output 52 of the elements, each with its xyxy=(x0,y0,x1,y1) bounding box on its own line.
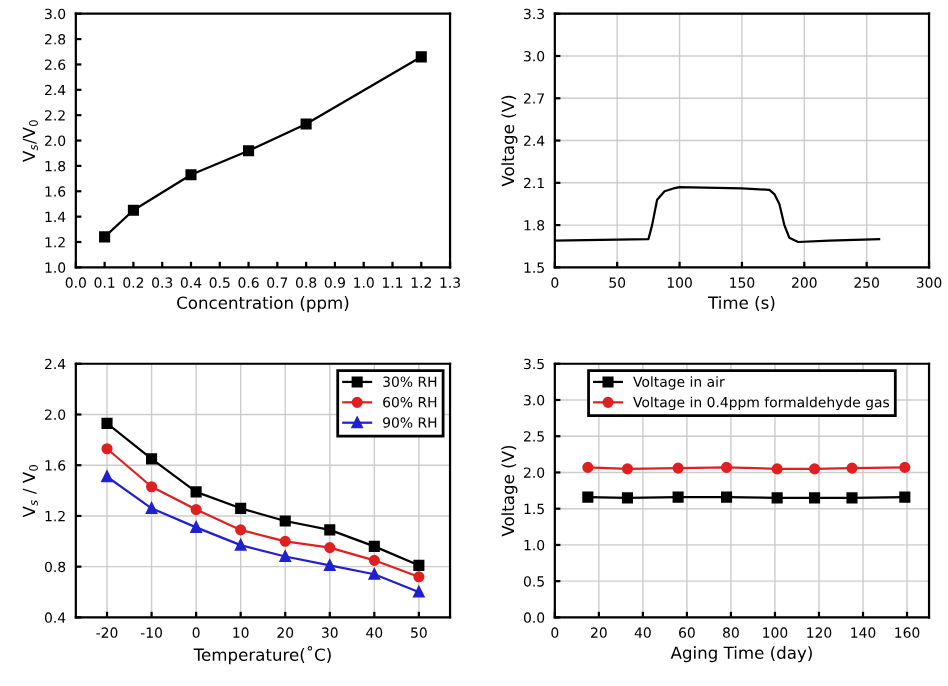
point xyxy=(279,515,291,527)
point xyxy=(101,417,113,429)
point xyxy=(621,463,634,475)
point xyxy=(185,169,197,181)
y-axis-title: Voltage (V) xyxy=(501,95,518,187)
y-axis-title: V$_{s}$ / V$_{0}$ xyxy=(22,464,38,518)
point xyxy=(368,540,380,552)
point xyxy=(846,462,858,474)
point xyxy=(324,524,336,536)
point xyxy=(146,481,158,493)
point xyxy=(300,118,312,130)
point xyxy=(235,524,247,536)
point xyxy=(146,502,158,514)
point xyxy=(101,443,113,455)
x-axis-title: Temperature(˚C) xyxy=(193,646,331,665)
point xyxy=(243,145,255,157)
point xyxy=(235,539,247,551)
point xyxy=(190,486,202,498)
point xyxy=(672,462,684,474)
point xyxy=(324,559,336,571)
point xyxy=(413,559,425,571)
point xyxy=(235,502,247,514)
point xyxy=(809,463,821,475)
point xyxy=(672,491,684,503)
point xyxy=(279,535,291,547)
point xyxy=(846,492,858,504)
point xyxy=(621,492,634,504)
point xyxy=(368,568,380,580)
point xyxy=(190,504,202,516)
point xyxy=(146,453,158,465)
point xyxy=(368,554,380,566)
point xyxy=(899,491,911,503)
point xyxy=(720,461,733,473)
point xyxy=(771,492,783,504)
point xyxy=(771,463,783,475)
x-axis-title: Time (s) xyxy=(708,296,775,311)
x-axis-title: Concentration (ppm) xyxy=(177,296,349,313)
point xyxy=(279,550,291,563)
point xyxy=(127,204,139,216)
y-axis-title: Voltage (V) xyxy=(501,445,518,537)
point xyxy=(99,231,111,243)
point xyxy=(720,491,733,503)
point xyxy=(413,571,425,583)
x-axis-title: Aging Time (day) xyxy=(670,646,812,663)
point xyxy=(324,542,336,554)
y-axis-title: V$_{s}$/V$_{0}$ xyxy=(22,120,38,162)
point xyxy=(899,461,911,473)
point xyxy=(415,51,427,63)
point xyxy=(809,492,821,504)
point xyxy=(582,461,594,473)
point xyxy=(582,491,594,503)
point xyxy=(190,521,202,533)
